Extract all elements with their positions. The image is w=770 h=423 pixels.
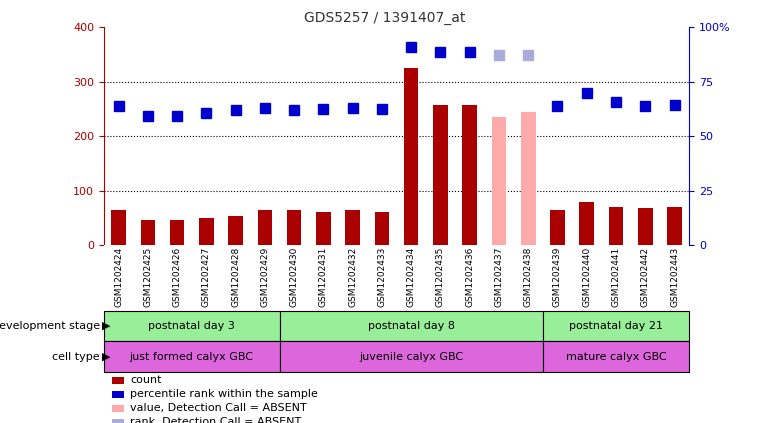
Text: postnatal day 8: postnatal day 8 bbox=[368, 321, 454, 331]
Bar bbox=[403, 69, 419, 245]
Text: GSM1202428: GSM1202428 bbox=[231, 247, 240, 307]
Bar bbox=[374, 212, 389, 245]
Bar bbox=[550, 210, 564, 245]
Text: postnatal day 21: postnatal day 21 bbox=[569, 321, 663, 331]
Text: GSM1202435: GSM1202435 bbox=[436, 247, 445, 307]
Text: GSM1202440: GSM1202440 bbox=[582, 247, 591, 307]
Text: GSM1202436: GSM1202436 bbox=[465, 247, 474, 307]
Text: value, Detection Call = ABSENT: value, Detection Call = ABSENT bbox=[130, 403, 307, 413]
Bar bbox=[638, 208, 653, 245]
Text: GDS5257 / 1391407_at: GDS5257 / 1391407_at bbox=[304, 11, 466, 25]
Text: postnatal day 3: postnatal day 3 bbox=[149, 321, 235, 331]
Bar bbox=[199, 218, 213, 245]
Text: just formed calyx GBC: just formed calyx GBC bbox=[129, 352, 254, 362]
Text: GSM1202427: GSM1202427 bbox=[202, 247, 211, 307]
Bar bbox=[608, 207, 623, 245]
Text: GSM1202434: GSM1202434 bbox=[407, 247, 416, 307]
Text: juvenile calyx GBC: juvenile calyx GBC bbox=[359, 352, 464, 362]
Bar bbox=[462, 105, 477, 245]
Bar bbox=[140, 220, 156, 245]
Text: GSM1202443: GSM1202443 bbox=[670, 247, 679, 307]
Bar bbox=[491, 117, 507, 245]
Text: GSM1202425: GSM1202425 bbox=[143, 247, 152, 307]
Text: percentile rank within the sample: percentile rank within the sample bbox=[130, 389, 318, 399]
Bar bbox=[257, 210, 273, 245]
Bar bbox=[316, 212, 331, 245]
Bar bbox=[543, 341, 689, 372]
Text: GSM1202433: GSM1202433 bbox=[377, 247, 387, 307]
Text: rank, Detection Call = ABSENT: rank, Detection Call = ABSENT bbox=[130, 417, 301, 423]
Text: GSM1202438: GSM1202438 bbox=[524, 247, 533, 307]
Text: GSM1202441: GSM1202441 bbox=[611, 247, 621, 307]
Bar bbox=[280, 341, 543, 372]
Text: GSM1202430: GSM1202430 bbox=[290, 247, 299, 307]
Bar bbox=[104, 311, 280, 341]
Text: GSM1202437: GSM1202437 bbox=[494, 247, 504, 307]
Text: cell type: cell type bbox=[52, 352, 100, 362]
Text: mature calyx GBC: mature calyx GBC bbox=[566, 352, 666, 362]
Bar bbox=[667, 207, 682, 245]
Bar bbox=[111, 210, 126, 245]
Bar bbox=[104, 341, 280, 372]
Bar bbox=[286, 210, 301, 245]
Text: GSM1202432: GSM1202432 bbox=[348, 247, 357, 307]
Bar bbox=[280, 311, 543, 341]
Bar bbox=[169, 220, 185, 245]
Bar bbox=[579, 202, 594, 245]
Bar bbox=[433, 105, 447, 245]
Text: count: count bbox=[130, 375, 162, 385]
Text: GSM1202439: GSM1202439 bbox=[553, 247, 562, 307]
Text: development stage: development stage bbox=[0, 321, 100, 331]
Text: GSM1202424: GSM1202424 bbox=[114, 247, 123, 307]
Bar bbox=[345, 210, 360, 245]
Text: GSM1202431: GSM1202431 bbox=[319, 247, 328, 307]
Text: GSM1202426: GSM1202426 bbox=[172, 247, 182, 307]
Bar bbox=[543, 311, 689, 341]
Bar bbox=[228, 217, 243, 245]
Text: ▶: ▶ bbox=[102, 321, 111, 331]
Bar bbox=[521, 112, 536, 245]
Text: GSM1202442: GSM1202442 bbox=[641, 247, 650, 307]
Text: ▶: ▶ bbox=[102, 352, 111, 362]
Text: GSM1202429: GSM1202429 bbox=[260, 247, 269, 307]
